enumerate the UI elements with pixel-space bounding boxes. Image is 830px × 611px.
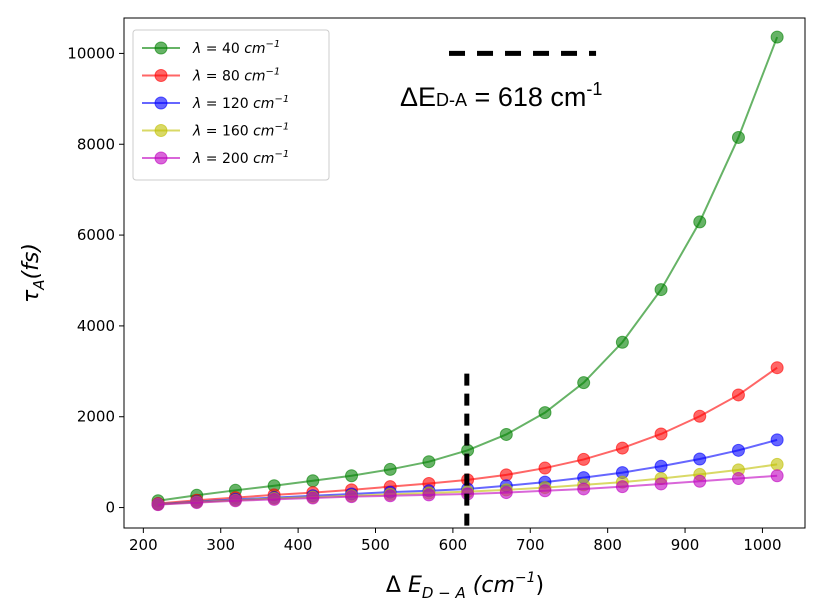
- x-tick-label: 1000: [743, 536, 781, 554]
- data-point: [693, 409, 707, 423]
- y-axis-label: τA(fs): [19, 243, 48, 303]
- x-tick-label: 800: [593, 536, 622, 554]
- legend: λ = 40 cm−1 λ = 80 cm−1 λ = 120 cm−1 λ = 16…: [132, 29, 330, 181]
- y-tick-label: 6000: [77, 226, 115, 244]
- data-point: [383, 489, 397, 503]
- data-point: [693, 452, 707, 466]
- legend-marker: [154, 124, 168, 137]
- data-point: [770, 469, 784, 483]
- x-tick-label: 200: [129, 536, 158, 554]
- legend-marker: [154, 96, 168, 110]
- data-point: [267, 492, 281, 506]
- y-tick-label: 4000: [77, 317, 115, 335]
- data-point: [731, 130, 745, 144]
- data-point: [422, 488, 436, 502]
- legend-label: λ = 40 cm−1: [192, 39, 280, 57]
- annotation-text: ΔED-A = 618 cm-1: [400, 79, 602, 112]
- data-point: [499, 427, 513, 441]
- y-tick-label: 0: [105, 499, 115, 517]
- data-point: [731, 443, 745, 457]
- y-tick-label: 8000: [77, 135, 115, 153]
- legend-label: λ = 200 cm−1: [192, 149, 289, 167]
- data-point: [151, 498, 165, 512]
- data-point: [615, 480, 629, 494]
- legend-label: λ = 160 cm−1: [192, 122, 289, 140]
- data-point: [654, 477, 668, 491]
- data-point: [538, 484, 552, 498]
- legend-label: λ = 120 cm−1: [192, 94, 289, 112]
- legend-marker: [154, 41, 168, 55]
- x-tick-label: 600: [439, 536, 468, 554]
- plot-frame: [123, 17, 806, 529]
- x-tick-label: 500: [361, 536, 390, 554]
- data-point: [615, 335, 629, 349]
- legend-entry: λ = 160 cm−1: [142, 122, 289, 140]
- data-point: [731, 472, 745, 485]
- legend-entry: λ = 200 cm−1: [142, 149, 289, 167]
- data-point: [770, 30, 784, 44]
- data-point: [654, 459, 668, 473]
- legend-entry: λ = 40 cm−1: [142, 39, 280, 57]
- legend-entry: λ = 120 cm−1: [142, 94, 289, 112]
- data-point: [228, 494, 242, 508]
- data-point: [190, 496, 204, 510]
- data-point: [345, 469, 359, 483]
- data-point: [770, 457, 784, 471]
- data-point: [577, 376, 591, 390]
- data-point: [693, 474, 707, 488]
- legend-label: λ = 80 cm−1: [192, 67, 280, 85]
- x-tick-label: 900: [671, 536, 700, 554]
- series-200: [151, 469, 784, 512]
- data-point: [538, 461, 552, 475]
- legend-marker: [154, 69, 168, 82]
- x-tick-label: 300: [206, 536, 235, 554]
- data-point: [538, 406, 552, 420]
- y-tick-label: 10000: [67, 44, 115, 62]
- data-point: [654, 427, 668, 441]
- data-point: [306, 491, 320, 505]
- data-point: [693, 215, 707, 229]
- y-axis-ticks: 0 2000 4000 6000 8000 10000: [67, 44, 124, 517]
- data-point: [422, 455, 436, 469]
- reference-lines: [449, 50, 597, 528]
- data-point: [577, 482, 591, 496]
- series-layer: [151, 30, 784, 512]
- x-axis-ticks: 200 300 400 500 600 700 800 900 1000: [129, 528, 782, 554]
- data-point: [654, 283, 668, 297]
- data-point: [615, 441, 629, 455]
- data-point: [577, 452, 591, 466]
- data-point: [383, 462, 397, 476]
- data-point: [345, 490, 359, 504]
- legend-marker: [154, 151, 168, 165]
- data-point: [770, 433, 784, 447]
- x-axis-label: Δ ED − A (cm−1): [386, 570, 544, 602]
- data-point: [731, 388, 745, 402]
- x-tick-label: 700: [516, 536, 545, 554]
- data-point: [770, 361, 784, 375]
- data-point: [499, 468, 513, 482]
- y-tick-label: 2000: [77, 408, 115, 426]
- x-tick-label: 400: [284, 536, 313, 554]
- legend-entry: λ = 80 cm−1: [142, 67, 280, 85]
- legend-box: [132, 29, 330, 181]
- data-point: [306, 474, 320, 488]
- data-point: [499, 486, 513, 500]
